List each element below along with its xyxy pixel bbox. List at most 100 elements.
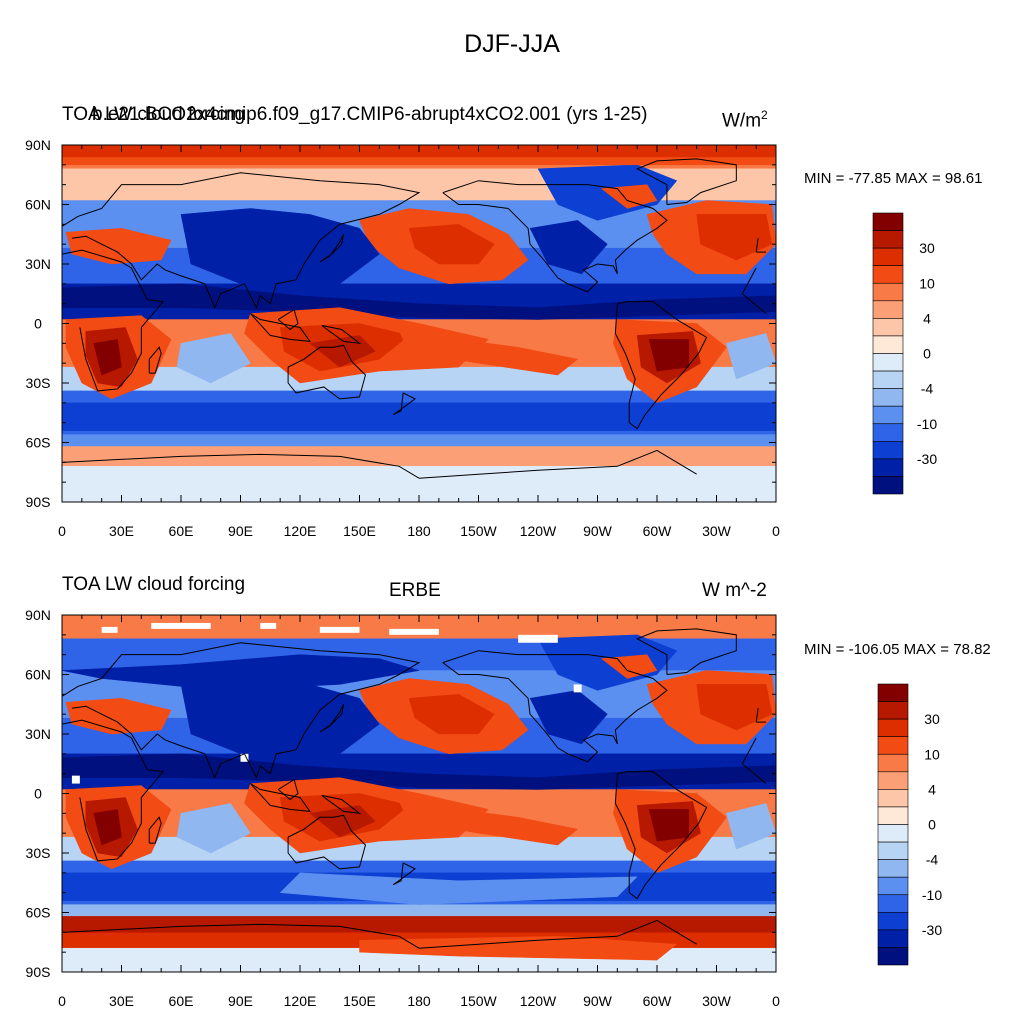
coastline — [321, 794, 362, 815]
lon-tick-label: 120W — [520, 523, 557, 539]
missing-data-patch — [389, 628, 439, 635]
lat-tick-label: 30N — [25, 726, 51, 742]
contour-region — [600, 654, 658, 679]
coastline — [148, 816, 162, 844]
lon-tick-label: 0 — [58, 993, 66, 1009]
contour-region — [62, 402, 776, 431]
lon-tick-label: 60W — [643, 993, 673, 1009]
lon-tick-label: 180 — [407, 523, 431, 539]
map-panel-1 — [61, 144, 777, 503]
colorbar-label: -4 — [921, 381, 934, 397]
panel-2-units: W m^-2 — [702, 580, 767, 601]
coastline — [62, 923, 420, 949]
colorbar-swatch — [877, 771, 909, 790]
lat-tick-label: 0 — [34, 316, 42, 332]
colorbar-swatch — [872, 476, 904, 495]
lon-tick-label: 0 — [772, 993, 780, 1009]
colorbar-swatch — [872, 335, 904, 354]
lat-tick-label: 30S — [26, 845, 51, 861]
lon-tick-label: 150W — [460, 993, 497, 1009]
contour-region — [408, 694, 495, 735]
coastline — [321, 324, 362, 345]
lon-tick-label: 0 — [58, 523, 66, 539]
lat-tick-label: 0 — [34, 786, 42, 802]
contour-region — [62, 434, 776, 447]
contour-region — [726, 803, 776, 850]
axes-layer: 90N 60N 30N 0 30S 60S 90S 0 30E 60E 90E 120E 150E 180… — [25, 137, 780, 1009]
contour-region — [176, 803, 251, 854]
main-title: DJF-JJA — [464, 30, 560, 58]
coastline — [62, 453, 420, 479]
missing-data-patch — [71, 775, 80, 784]
contour-region — [398, 801, 579, 846]
colorbar-label: -10 — [917, 416, 937, 432]
lon-tick-label: 90W — [583, 523, 613, 539]
coastline — [62, 642, 421, 779]
colorbar-label: -4 — [926, 852, 939, 868]
colorbar-swatch — [872, 230, 904, 249]
coastline — [755, 238, 759, 253]
colorbar-label: -30 — [917, 451, 937, 467]
contour-region — [726, 333, 776, 380]
colorbar-swatch — [872, 265, 904, 284]
contour-region — [62, 753, 776, 790]
colorbar-swatch — [872, 458, 904, 477]
lon-tick-label: 30W — [702, 523, 732, 539]
colorbar-swatch — [877, 789, 909, 808]
contour-region — [176, 333, 251, 384]
colorbar-swatch — [877, 683, 909, 702]
contour-region — [93, 809, 122, 846]
colorbar-swatch — [877, 753, 909, 773]
missing-data-patch — [573, 684, 582, 693]
contour-region — [180, 208, 380, 289]
lat-tick-label: 90S — [26, 964, 51, 980]
panel-1-center-title: b.e21.BCO2x4cmip6.f09_g17.CMIP6-abrupt4x… — [92, 104, 648, 125]
contour-region — [62, 466, 776, 502]
lon-tick-label: 60E — [169, 993, 194, 1009]
lat-tick-label: 60S — [26, 905, 51, 921]
colorbar-swatch — [877, 806, 909, 825]
lat-tick-label: 60S — [26, 435, 51, 451]
panel-1-units-text: W/m — [722, 110, 762, 132]
lon-tick-label: 120W — [520, 993, 557, 1009]
colorbars: 30 10 4 0 -4 -10 -30 30 10 4 0 -4 -10 -30 — [872, 212, 942, 966]
coastline — [62, 249, 165, 392]
coastline — [614, 771, 708, 900]
colorbar-swatch — [877, 876, 909, 896]
lon-tick-label: 120E — [284, 993, 317, 1009]
colorbar-swatch — [872, 282, 904, 302]
colorbar-swatch — [872, 423, 904, 442]
colorbar-label: 30 — [924, 711, 940, 727]
contour-region — [648, 339, 689, 372]
colorbar-swatch — [872, 405, 904, 425]
contour-region — [529, 690, 608, 745]
lat-tick-label: 60N — [25, 667, 51, 683]
missing-data-patch — [101, 626, 118, 633]
colorbar-swatch — [877, 929, 909, 948]
panel-1-units-sup: 2 — [761, 108, 768, 122]
colorbar-label: 0 — [923, 346, 931, 362]
lon-tick-label: 150W — [460, 523, 497, 539]
panel-2-center-title: ERBE — [389, 580, 441, 601]
colorbar-swatch — [872, 212, 904, 231]
contour-region — [62, 904, 776, 917]
contour-region — [529, 220, 608, 275]
colorbar-swatch — [877, 718, 909, 737]
contour-region — [279, 872, 638, 905]
colorbar-swatch — [872, 353, 904, 372]
contour-region — [696, 684, 773, 731]
contour-region — [648, 809, 689, 842]
colorbar-swatch — [877, 701, 909, 720]
coastline — [635, 158, 737, 205]
colorbar-swatch — [872, 247, 904, 266]
coastline — [442, 650, 668, 763]
missing-data-patch — [260, 622, 277, 629]
contour-region — [408, 224, 495, 265]
colorbar-label: 10 — [919, 275, 935, 291]
colorbar-swatch — [877, 859, 909, 878]
colorbar-swatch — [877, 894, 909, 913]
contour-region — [65, 228, 172, 265]
contour-region — [62, 654, 420, 691]
contour-region — [696, 214, 773, 261]
coastline — [277, 778, 299, 801]
